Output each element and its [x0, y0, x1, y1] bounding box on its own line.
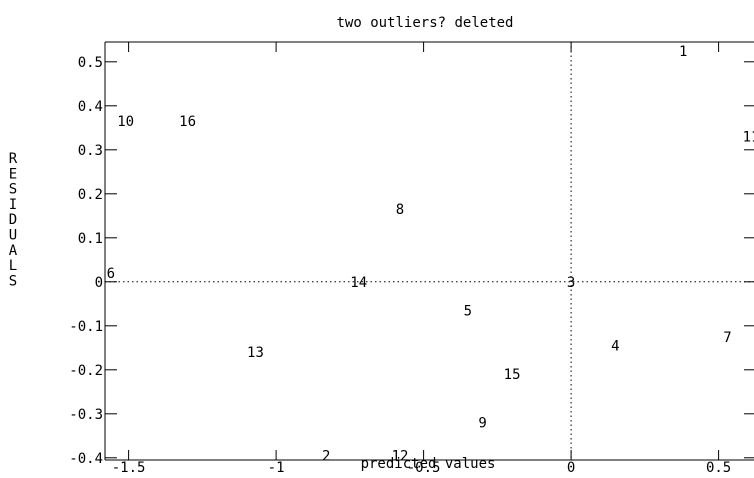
y-axis-title-letter: R [9, 151, 18, 167]
data-point-label: 5 [464, 303, 472, 319]
y-tick-label: -0.4 [69, 451, 103, 467]
y-axis-title-letter: E [9, 166, 17, 182]
data-point-label: 15 [504, 367, 521, 383]
data-points: 12345678910111213141516 [107, 44, 754, 465]
y-tick-label: 0.1 [78, 231, 103, 247]
reference-lines [105, 42, 754, 460]
x-axis-title: predicted values [361, 456, 496, 472]
x-tick-label: 0 [567, 460, 575, 473]
data-point-label: 8 [396, 202, 404, 218]
x-tick-label: -1.5 [112, 460, 146, 473]
data-point-label: 2 [322, 449, 330, 465]
y-axis-ticks: -0.4 -0.3 -0.2 -0.1 0 0.1 0.2 0.3 0.4 0.5 [69, 55, 754, 467]
data-point-label: 6 [107, 266, 115, 282]
x-tick-label: 0.5 [706, 460, 731, 473]
data-point-label: 16 [179, 114, 196, 130]
x-axis-ticks: -1.5 -1 -0.5 0 0.5 [112, 42, 731, 476]
x-tick-label: -1 [268, 460, 285, 473]
y-axis-title-letter: S [9, 182, 17, 198]
y-axis-title-letter: U [9, 228, 17, 244]
data-point-label: 10 [117, 114, 134, 130]
y-tick-label: -0.1 [69, 319, 103, 335]
y-tick-label: 0.3 [78, 143, 103, 159]
data-point-label: 9 [478, 416, 486, 432]
y-tick-label: -0.3 [69, 407, 103, 423]
data-point-label: 1 [679, 44, 687, 60]
data-point-label: 4 [611, 339, 619, 355]
data-point-label: 12 [392, 449, 409, 465]
chart-title: two outliers? deleted [336, 15, 513, 31]
y-tick-label: 0.5 [78, 55, 103, 71]
y-axis-title-letter: I [9, 197, 17, 213]
y-tick-label: 0 [95, 275, 103, 291]
data-point-label: 13 [247, 345, 264, 361]
y-axis-title-letter: L [9, 258, 17, 274]
y-tick-label: 0.2 [78, 187, 103, 203]
plot-frame [104, 41, 754, 461]
y-axis-title-letter: A [9, 243, 18, 259]
data-point-label: 7 [723, 330, 731, 346]
y-axis-title-letter: D [9, 212, 17, 228]
data-point-label: 14 [350, 275, 367, 291]
y-tick-label: 0.4 [78, 99, 103, 115]
data-point-label: 3 [567, 275, 575, 291]
x-tick-label: -0.5 [407, 460, 441, 473]
data-point-label: 11 [743, 130, 754, 146]
y-tick-label: -0.2 [69, 363, 103, 379]
y-axis-title-letter: S [9, 273, 17, 289]
